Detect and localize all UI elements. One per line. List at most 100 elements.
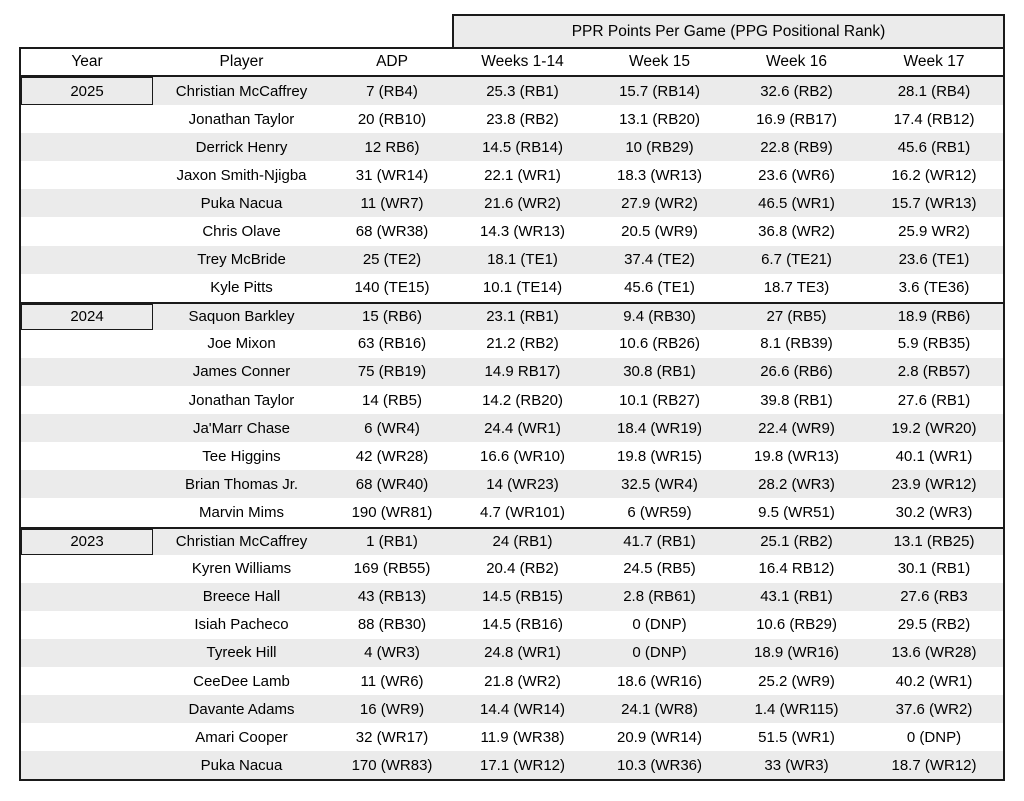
table-row: Marvin Mims 190 (WR81) 4.7 (WR101) 6 (WR59)… bbox=[21, 498, 1003, 527]
weeks-1-14-cell: 10.1 (TE14) bbox=[482, 279, 563, 297]
week-16-cell: 18.9 (WR16) bbox=[753, 644, 840, 662]
player-cell: Christian McCaffrey bbox=[175, 533, 308, 551]
player-cell: Jaxon Smith-Njigba bbox=[176, 166, 307, 184]
week-16-cell: 9.5 (WR51) bbox=[758, 503, 835, 521]
adp-cell: 140 (TE15) bbox=[354, 279, 430, 297]
player-cell: Puka Nacua bbox=[200, 194, 283, 212]
year-cell bbox=[21, 386, 153, 414]
week-15-cell: 10.6 (RB26) bbox=[619, 335, 700, 353]
year-cell: 2024 bbox=[21, 303, 153, 330]
week-16-cell: 36.8 (WR2) bbox=[758, 223, 835, 241]
week-15-cell: 20.5 (WR9) bbox=[621, 223, 698, 241]
week-16-cell: 18.7 TE3) bbox=[763, 279, 830, 297]
table-row: 2025 Christian McCaffrey 7 (RB4) 25.3 (RB1)… bbox=[21, 77, 1003, 106]
week-16-cell: 25.2 (WR9) bbox=[758, 672, 835, 690]
week-16-cell: 27 (RB5) bbox=[766, 308, 827, 326]
table-row: Tyreek Hill 4 (WR3) 24.8 (WR1) 0 (DNP) 18.9 … bbox=[21, 638, 1003, 667]
week-17-cell: 18.9 (RB6) bbox=[897, 308, 971, 326]
week-16-cell: 16.4 RB12) bbox=[758, 560, 835, 578]
week-15-cell: 37.4 (TE2) bbox=[624, 251, 695, 269]
weeks-1-14-cell: 20.4 (RB2) bbox=[486, 560, 559, 578]
weeks-1-14-cell: 18.1 (TE1) bbox=[487, 251, 558, 269]
week-16-cell: 22.4 (WR9) bbox=[758, 419, 835, 437]
column-header-adp: ADP bbox=[376, 53, 408, 70]
player-cell: Breece Hall bbox=[202, 588, 281, 606]
week-15-cell: 18.6 (WR16) bbox=[616, 672, 703, 690]
player-cell: Puka Nacua bbox=[200, 756, 283, 774]
year-cell bbox=[21, 330, 153, 358]
weeks-1-14-cell: 25.3 (RB1) bbox=[486, 82, 559, 100]
player-cell: CeeDee Lamb bbox=[193, 672, 290, 690]
year-cell bbox=[21, 358, 153, 386]
week-16-cell: 6.7 (TE21) bbox=[761, 251, 832, 269]
adp-cell: 170 (WR83) bbox=[351, 756, 433, 774]
week-15-cell: 24.5 (RB5) bbox=[623, 560, 696, 578]
week-15-cell: 15.7 (RB14) bbox=[619, 82, 700, 100]
weeks-1-14-cell: 16.6 (WR10) bbox=[479, 447, 566, 465]
weeks-1-14-cell: 14.5 (RB14) bbox=[482, 138, 563, 156]
week-17-cell: 30.1 (RB1) bbox=[897, 560, 971, 578]
weeks-1-14-cell: 21.2 (RB2) bbox=[486, 335, 559, 353]
column-header-week-17: Week 17 bbox=[903, 53, 965, 70]
player-cell: Marvin Mims bbox=[199, 503, 284, 521]
player-cell: Jonathan Taylor bbox=[188, 391, 295, 409]
table-row: Chris Olave 68 (WR38) 14.3 (WR13) 20.5 (WR9… bbox=[21, 217, 1003, 246]
year-cell bbox=[21, 751, 153, 779]
week-16-cell: 22.8 (RB9) bbox=[760, 138, 833, 156]
span-header-label: PPR Points Per Game (PPG Positional Rank… bbox=[571, 22, 886, 40]
week-17-cell: 25.9 WR2) bbox=[898, 223, 970, 241]
table-row: CeeDee Lamb 11 (WR6) 21.8 (WR2) 18.6 (WR16)… bbox=[21, 666, 1003, 696]
year-cell bbox=[21, 161, 153, 189]
week-17-cell: 30.2 (WR3) bbox=[895, 503, 973, 521]
year-cell bbox=[21, 274, 153, 302]
week-16-cell: 39.8 (RB1) bbox=[760, 391, 833, 409]
adp-cell: 63 (RB16) bbox=[357, 335, 427, 353]
weeks-1-14-cell: 14.9 RB17) bbox=[484, 363, 561, 381]
week-16-cell: 43.1 (RB1) bbox=[760, 588, 833, 606]
week-15-cell: 19.8 (WR15) bbox=[616, 447, 703, 465]
player-cell: Brian Thomas Jr. bbox=[184, 475, 299, 493]
player-cell: Derrick Henry bbox=[195, 138, 288, 156]
week-17-cell: 17.4 (RB12) bbox=[893, 110, 975, 128]
table-row: James Conner 75 (RB19) 14.9 RB17) 30.8 (RB1… bbox=[21, 357, 1003, 387]
player-cell: Joe Mixon bbox=[207, 335, 276, 353]
player-cell: Tee Higgins bbox=[202, 447, 281, 465]
week-17-cell: 19.2 (WR20) bbox=[891, 419, 977, 437]
player-cell: Kyle Pitts bbox=[210, 279, 273, 297]
week-17-cell: 13.1 (RB25) bbox=[893, 533, 975, 551]
week-16-cell: 16.9 (RB17) bbox=[756, 110, 837, 128]
player-cell: James Conner bbox=[192, 363, 291, 381]
week-15-cell: 0 (DNP) bbox=[632, 616, 687, 634]
year-cell: 2023 bbox=[21, 528, 153, 555]
weeks-1-14-cell: 23.1 (RB1) bbox=[486, 308, 559, 326]
player-cell: Davante Adams bbox=[188, 700, 295, 718]
adp-cell: 12 RB6) bbox=[364, 138, 420, 156]
player-cell: Jonathan Taylor bbox=[188, 110, 295, 128]
week-17-cell: 40.2 (WR1) bbox=[895, 672, 973, 690]
week-15-cell: 2.8 (RB61) bbox=[623, 588, 696, 606]
column-header-week-16: Week 16 bbox=[766, 53, 827, 70]
table-row: 2023 Christian McCaffrey 1 (RB1) 24 (RB1) 41… bbox=[21, 526, 1003, 555]
player-cell: Saquon Barkley bbox=[188, 308, 295, 326]
player-cell: Christian McCaffrey bbox=[175, 82, 308, 100]
year-cell bbox=[21, 105, 153, 133]
weeks-1-14-cell: 4.7 (WR101) bbox=[479, 503, 566, 521]
week-16-cell: 1.4 (WR115) bbox=[754, 700, 839, 718]
week-15-cell: 10.1 (RB27) bbox=[619, 391, 700, 409]
week-17-cell: 13.6 (WR28) bbox=[891, 644, 977, 662]
table-row: Jaxon Smith-Njigba 31 (WR14) 22.1 (WR1) 18.… bbox=[21, 161, 1003, 190]
table-row: Jonathan Taylor 20 (RB10) 23.8 (RB2) 13.1 (… bbox=[21, 105, 1003, 134]
week-16-cell: 19.8 (WR13) bbox=[753, 447, 840, 465]
adp-cell: 1 (RB1) bbox=[366, 533, 418, 551]
weeks-1-14-cell: 17.1 (WR12) bbox=[479, 756, 566, 774]
week-15-cell: 41.7 (RB1) bbox=[623, 533, 696, 551]
table-header-row: Year Player ADP Weeks 1-14 Week 15 Week … bbox=[21, 49, 1003, 77]
week-16-cell: 23.6 (WR6) bbox=[758, 166, 835, 184]
week-17-cell: 37.6 (WR2) bbox=[895, 700, 973, 718]
weeks-1-14-cell: 14.2 (RB20) bbox=[482, 391, 563, 409]
weeks-1-14-cell: 14.4 (WR14) bbox=[479, 700, 566, 718]
table-row: Brian Thomas Jr. 68 (WR40) 14 (WR23) 32.5 (… bbox=[21, 470, 1003, 499]
week-15-cell: 20.9 (WR14) bbox=[616, 728, 703, 746]
column-header-year: Year bbox=[71, 53, 103, 70]
